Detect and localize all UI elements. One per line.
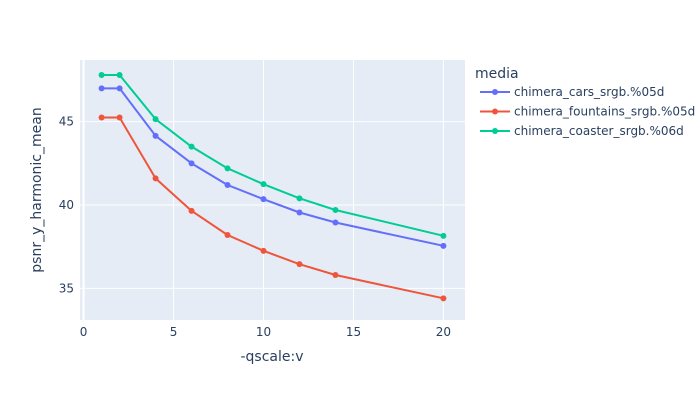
series-2 xyxy=(98,114,447,302)
data-point xyxy=(332,219,339,226)
x-axis-title: -qscale:v xyxy=(240,349,303,365)
data-point xyxy=(332,272,339,278)
x-tick-label: 5 xyxy=(170,325,178,339)
x-tick-label: 10 xyxy=(256,325,271,339)
data-point xyxy=(332,207,339,213)
legend-marker xyxy=(492,128,498,134)
data-point xyxy=(98,85,105,92)
y-tick-label: 35 xyxy=(59,281,74,295)
data-point xyxy=(116,72,123,78)
legend-title: media xyxy=(475,66,519,82)
series-layer xyxy=(98,72,447,302)
data-point xyxy=(152,175,159,182)
legend-item[interactable]: chimera_coaster_srgb.%06d xyxy=(480,124,684,138)
legend-item[interactable]: chimera_cars_srgb.%05d xyxy=(480,85,664,99)
data-point xyxy=(296,261,303,268)
plot-background xyxy=(80,60,465,320)
x-tick-label: 0 xyxy=(80,325,88,339)
data-point xyxy=(188,160,195,167)
data-point xyxy=(116,114,123,121)
y-axis-title: psnr_y_harmonic_mean xyxy=(29,107,45,272)
data-point xyxy=(296,195,303,202)
data-point xyxy=(152,116,159,123)
x-tick-label: 20 xyxy=(436,325,451,339)
data-point xyxy=(440,295,447,302)
data-point xyxy=(98,114,105,121)
legend-marker xyxy=(492,108,498,115)
data-point xyxy=(296,209,303,216)
data-point xyxy=(188,143,195,150)
data-point xyxy=(152,132,159,139)
data-point xyxy=(224,165,231,172)
legend-marker xyxy=(492,89,498,95)
legend-label: chimera_coaster_srgb.%06d xyxy=(514,124,684,138)
y-axis-ticks: 35 40 45 xyxy=(59,115,74,296)
legend-label: chimera_fountains_srgb.%05d xyxy=(514,105,695,119)
x-axis-ticks: 0 5 10 15 20 xyxy=(80,325,451,339)
data-point xyxy=(260,196,267,203)
y-tick-label: 40 xyxy=(59,198,74,212)
gridlines xyxy=(80,60,465,320)
series-1 xyxy=(98,85,447,249)
series-3 xyxy=(98,72,447,239)
y-tick-label: 45 xyxy=(59,115,74,129)
legend-item[interactable]: chimera_fountains_srgb.%05d xyxy=(480,105,695,119)
data-point xyxy=(260,247,267,254)
legend[interactable]: media chimera_cars_srgb.%05d chimera_foun… xyxy=(475,66,695,138)
data-point xyxy=(98,72,105,78)
x-tick-label: 15 xyxy=(346,325,361,339)
data-point xyxy=(224,232,231,238)
data-point xyxy=(440,242,447,249)
data-point xyxy=(116,85,123,92)
data-point xyxy=(440,232,447,239)
data-point xyxy=(260,181,267,188)
legend-label: chimera_cars_srgb.%05d xyxy=(514,85,664,99)
data-point xyxy=(188,207,195,214)
data-point xyxy=(224,182,231,188)
